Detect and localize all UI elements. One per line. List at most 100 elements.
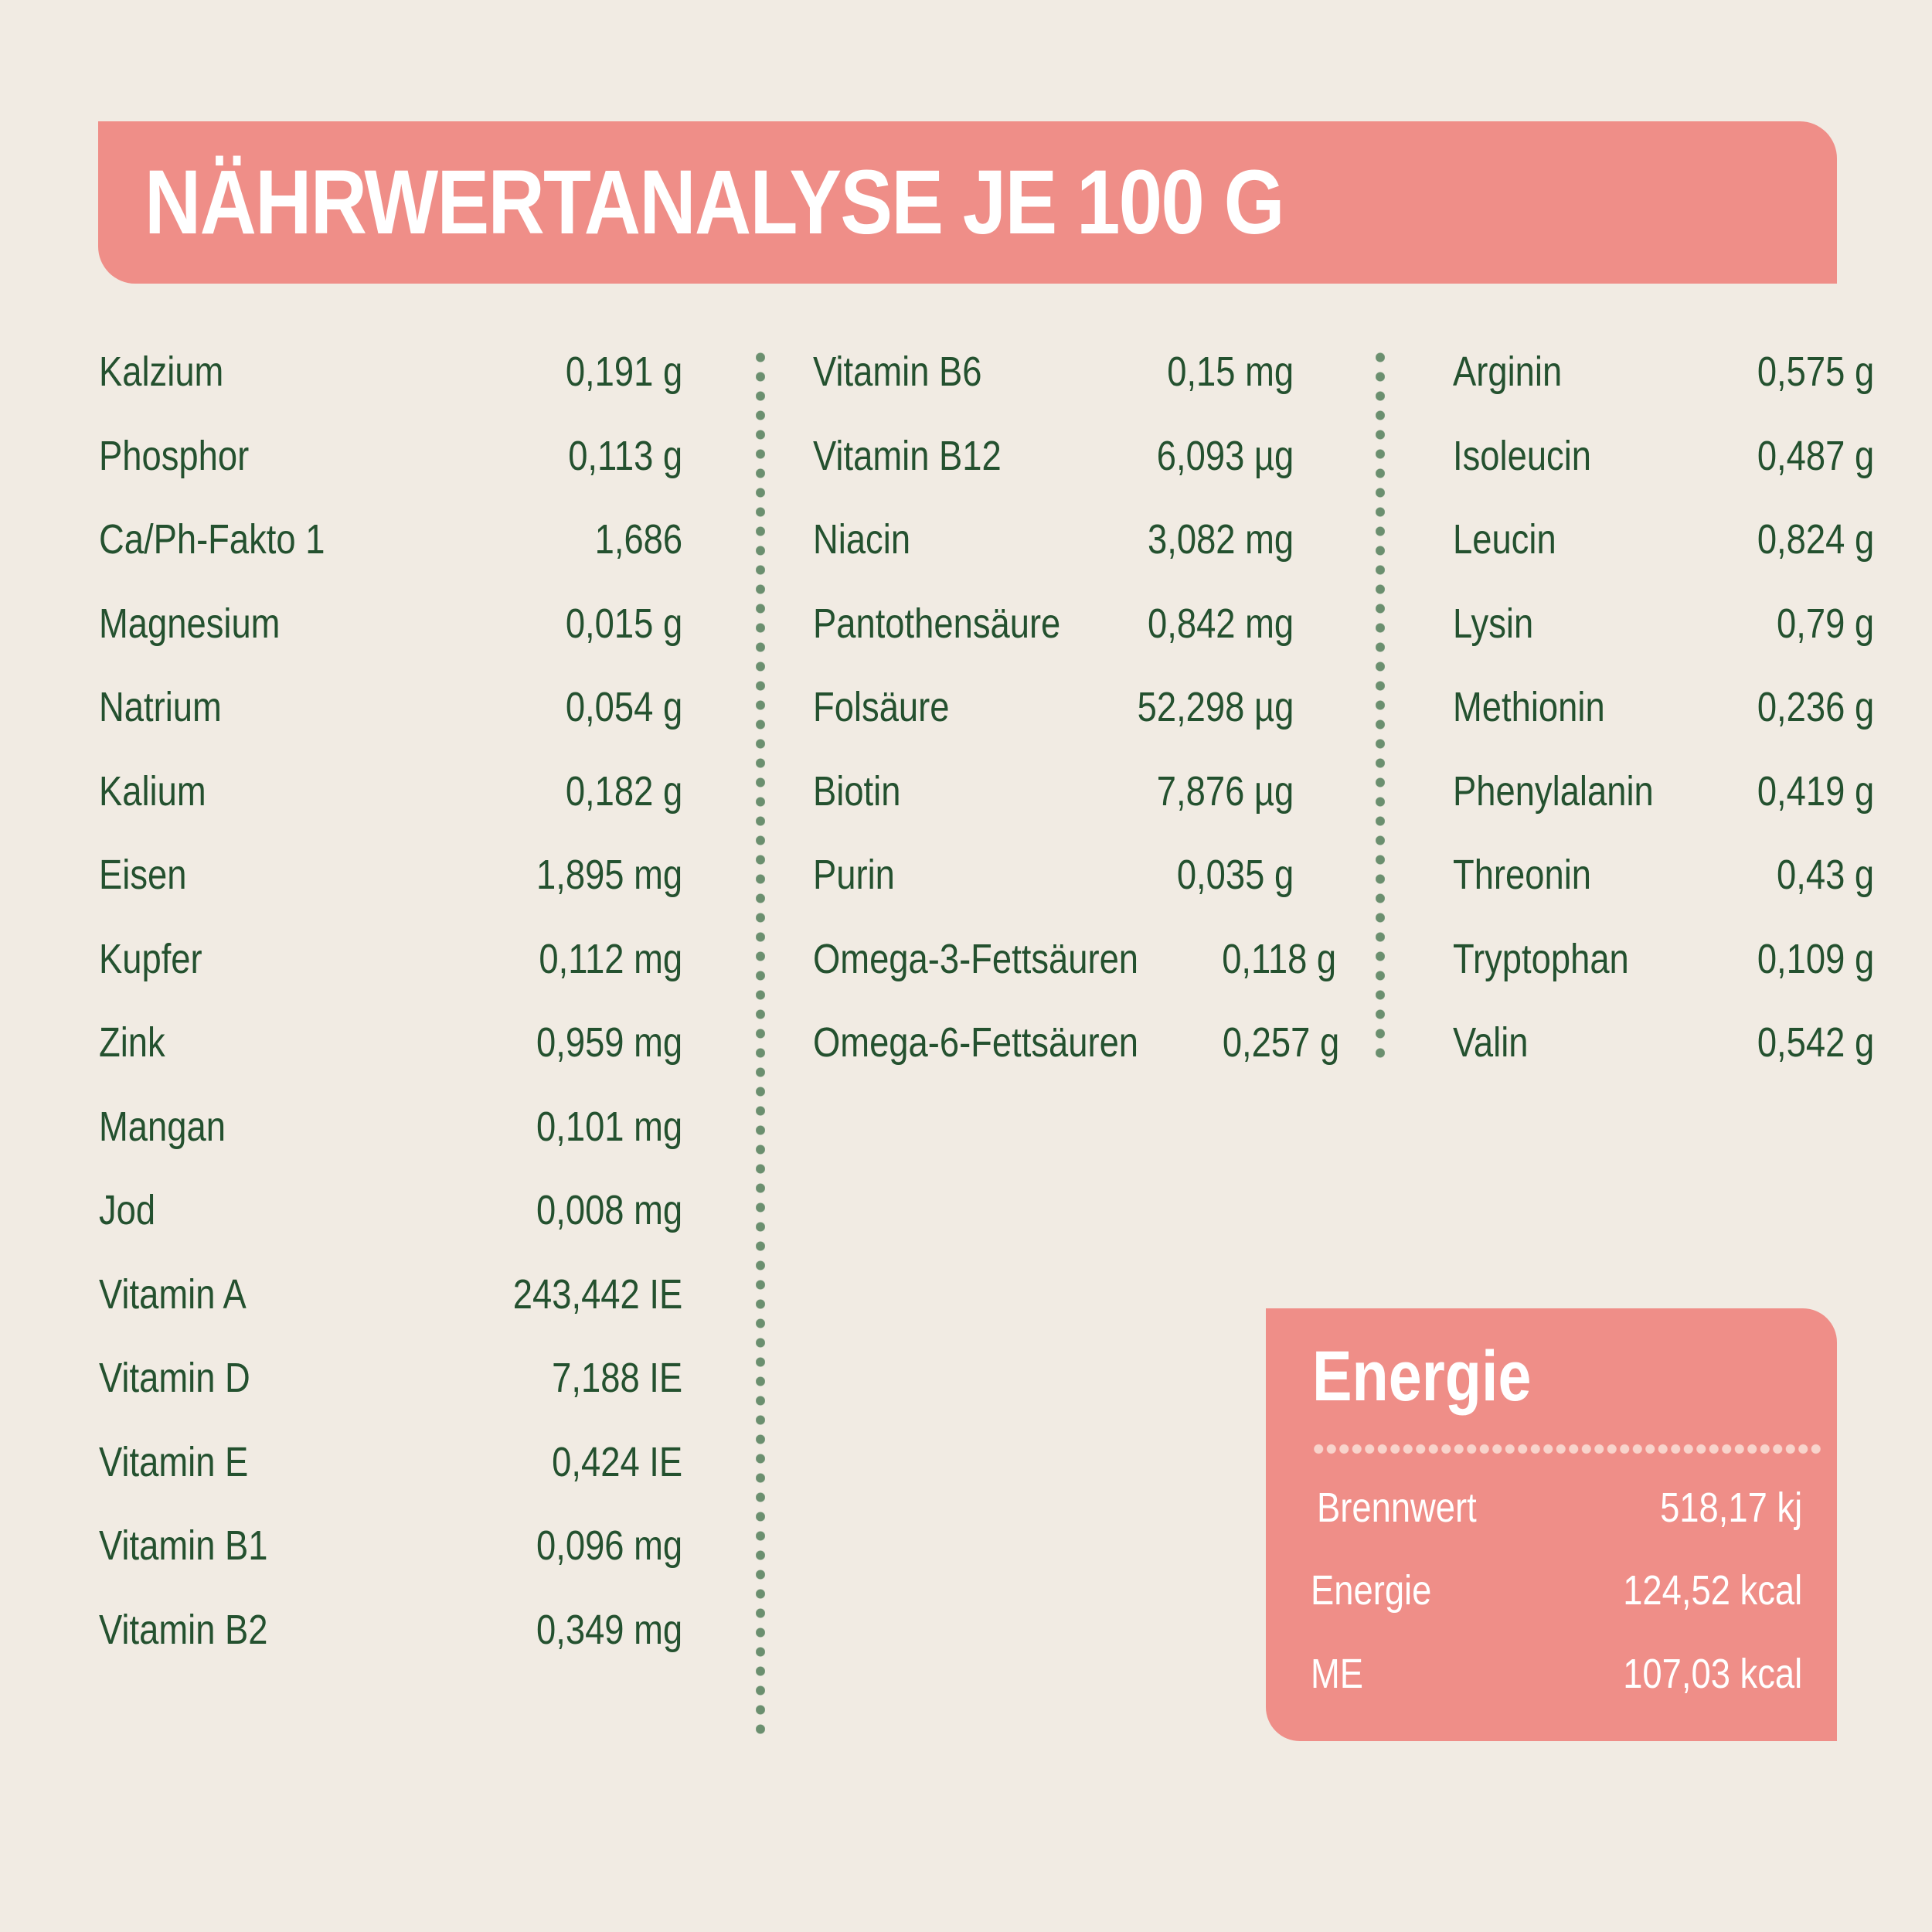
nutrient-label: Isoleucin [1453, 432, 1592, 479]
nutrient-label: Niacin [813, 516, 911, 563]
nutrient-value: 0,054 g [565, 684, 682, 730]
energy-value: 107,03 kcal [1622, 1651, 1802, 1697]
nutrient-value: 0,257 g [1223, 1019, 1340, 1066]
nutrient-label: Vitamin A [99, 1270, 247, 1318]
nutrient-row: Vitamin B1 0,096 mg [99, 1516, 682, 1600]
nutrient-label: Purin [813, 852, 895, 898]
energy-row: Energie 124,52 kcal [1311, 1560, 1802, 1621]
energy-value: 518,17 kj [1659, 1485, 1802, 1531]
nutrient-value: 7,188 IE [552, 1355, 682, 1401]
nutrient-column-amino-acids: Arginin 0,575 g Isoleucin 0,487 g Leucin 0,… [1453, 342, 1874, 1097]
nutrient-value: 0,236 g [1757, 684, 1874, 730]
nutrient-row: Omega-3-Fettsäuren 0,118 g [813, 930, 1336, 1014]
nutrient-label: Kalzium [99, 349, 224, 395]
nutrient-value: 0,419 g [1757, 767, 1874, 815]
nutrient-row: Vitamin B6 0,15 mg [813, 342, 1294, 427]
nutrient-row: Threonin 0,43 g [1453, 845, 1874, 930]
dotted-divider [756, 348, 765, 1743]
nutrient-row: Niacin 3,082 mg [813, 510, 1294, 594]
nutrient-row: Tryptophan 0,109 g [1453, 930, 1874, 1014]
nutrient-value: 0,349 mg [536, 1606, 682, 1653]
nutrient-value: 0,118 g [1222, 935, 1337, 982]
nutrient-row: Phenylalanin 0,419 g [1453, 762, 1874, 846]
nutrient-label: Biotin [813, 767, 901, 815]
nutrient-label: Phenylalanin [1453, 767, 1654, 815]
page-title: NÄHRWERTANALYSE JE 100 G [145, 151, 1285, 253]
nutrient-label: Kupfer [99, 935, 202, 982]
nutrient-label: Vitamin E [99, 1438, 249, 1485]
nutrient-row: Valin 0,542 g [1453, 1013, 1874, 1097]
nutrient-value: 0,575 g [1757, 349, 1874, 395]
nutrient-label: Mangan [99, 1103, 226, 1150]
nutrient-value: 0,959 mg [536, 1019, 682, 1066]
nutrient-row: Methionin 0,236 g [1453, 678, 1874, 762]
nutrient-value: 0,109 g [1757, 935, 1874, 982]
nutrient-label: Jod [99, 1187, 156, 1233]
nutrient-value: 0,542 g [1757, 1019, 1874, 1066]
nutrient-value: 7,876 µg [1156, 767, 1294, 815]
nutrient-label: Vitamin B2 [99, 1606, 268, 1653]
dotted-divider [1312, 1444, 1822, 1454]
nutrient-row: Vitamin D 7,188 IE [99, 1349, 682, 1433]
nutrient-value: 0,842 mg [1147, 600, 1294, 647]
nutrient-label: Vitamin B6 [813, 349, 982, 395]
title-banner: NÄHRWERTANALYSE JE 100 G [98, 121, 1837, 284]
nutrient-label: Threonin [1453, 852, 1592, 898]
nutrient-row: Ca/Ph-Fakto 1 1,686 [99, 510, 682, 594]
nutrient-row: Jod 0,008 mg [99, 1181, 682, 1265]
nutrient-row: Zink 0,959 mg [99, 1013, 682, 1097]
nutrient-label: Zink [99, 1019, 165, 1066]
nutrient-row: Vitamin A 243,442 IE [99, 1265, 682, 1349]
nutrient-value: 0,182 g [565, 767, 682, 815]
nutrient-label: Omega-3-Fettsäuren [813, 935, 1139, 982]
energy-title: Energie [1312, 1337, 1532, 1416]
nutrient-row: Phosphor 0,113 g [99, 427, 682, 511]
nutrient-value: 1,686 [594, 516, 682, 563]
nutrient-row: Magnesium 0,015 g [99, 594, 682, 679]
nutrient-value: 0,015 g [565, 600, 682, 647]
nutrient-label: Lysin [1453, 600, 1534, 647]
nutrient-value: 52,298 µg [1137, 684, 1294, 730]
energy-row: ME 107,03 kcal [1311, 1643, 1802, 1705]
nutrient-label: Vitamin B12 [813, 432, 1002, 479]
nutrient-label: Valin [1453, 1019, 1529, 1066]
nutrient-row: Kalzium 0,191 g [99, 342, 682, 427]
nutrient-row: Pantothensäure 0,842 mg [813, 594, 1294, 679]
nutrient-row: Leucin 0,824 g [1453, 510, 1874, 594]
nutrient-value: 3,082 mg [1147, 516, 1294, 563]
nutrient-row: Vitamin B12 6,093 µg [813, 427, 1294, 511]
nutrient-row: Vitamin E 0,424 IE [99, 1433, 682, 1517]
nutrient-row: Vitamin B2 0,349 mg [99, 1600, 682, 1685]
nutrient-value: 243,442 IE [512, 1270, 682, 1318]
energy-label: Energie [1311, 1567, 1432, 1614]
nutrient-value: 0,487 g [1757, 432, 1874, 479]
nutrient-value: 0,112 mg [539, 935, 682, 982]
nutrient-row: Arginin 0,575 g [1453, 342, 1874, 427]
nutrient-label: Ca/Ph-Fakto 1 [99, 516, 325, 563]
energy-label: Brennwert [1317, 1485, 1477, 1531]
nutrient-label: Arginin [1453, 349, 1563, 395]
nutrient-value: 1,895 mg [536, 852, 682, 898]
nutrient-row: Eisen 1,895 mg [99, 845, 682, 930]
nutrient-value: 0,79 g [1776, 600, 1874, 647]
nutrient-label: Eisen [99, 852, 187, 898]
nutrient-value: 0,424 IE [552, 1438, 682, 1485]
nutrient-value: 0,035 g [1176, 852, 1294, 898]
nutrient-label: Pantothensäure [813, 600, 1061, 647]
nutrient-label: Magnesium [99, 600, 281, 647]
nutrient-row: Kupfer 0,112 mg [99, 930, 682, 1014]
energy-box: Energie Brennwert 518,17 kj Energie 124,52… [1266, 1308, 1837, 1741]
nutrient-label: Natrium [99, 684, 222, 730]
nutrient-row: Kalium 0,182 g [99, 762, 682, 846]
nutrient-label: Omega-6-Fettsäuren [813, 1019, 1139, 1066]
nutrient-value: 6,093 µg [1156, 432, 1294, 479]
energy-row: Brennwert 518,17 kj [1311, 1477, 1802, 1539]
nutrient-label: Kalium [99, 767, 206, 815]
nutrient-value: 0,824 g [1757, 516, 1874, 563]
nutrient-column-minerals: Kalzium 0,191 g Phosphor 0,113 g Ca/Ph-Fak… [99, 342, 682, 1684]
nutrient-value: 0,191 g [565, 349, 682, 395]
nutrient-row: Omega-6-Fettsäuren 0,257 g [813, 1013, 1339, 1097]
energy-label: ME [1311, 1651, 1364, 1697]
nutrient-row: Folsäure 52,298 µg [813, 678, 1294, 762]
energy-value: 124,52 kcal [1622, 1567, 1802, 1614]
